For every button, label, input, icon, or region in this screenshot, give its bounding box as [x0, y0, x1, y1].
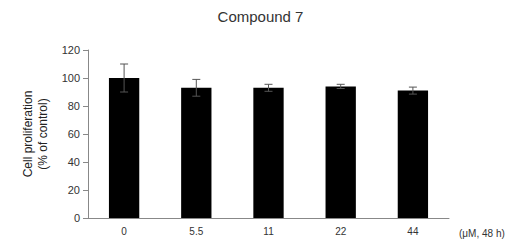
- svg-text:(μM, 48 h): (μM, 48 h): [459, 228, 505, 239]
- svg-text:0: 0: [74, 212, 80, 224]
- svg-text:40: 40: [68, 156, 80, 168]
- svg-text:100: 100: [62, 72, 80, 84]
- svg-text:Cell proliferation: Cell proliferation: [21, 91, 35, 178]
- svg-text:20: 20: [68, 184, 80, 196]
- svg-text:80: 80: [68, 100, 80, 112]
- svg-text:120: 120: [62, 44, 80, 56]
- svg-text:44: 44: [407, 226, 419, 237]
- svg-text:60: 60: [68, 128, 80, 140]
- svg-text:22: 22: [335, 226, 347, 237]
- svg-text:5.5: 5.5: [189, 226, 203, 237]
- svg-text:Compound 7: Compound 7: [218, 8, 304, 25]
- svg-text:(% of control): (% of control): [36, 98, 50, 169]
- svg-text:0: 0: [121, 226, 127, 237]
- svg-text:11: 11: [263, 226, 274, 237]
